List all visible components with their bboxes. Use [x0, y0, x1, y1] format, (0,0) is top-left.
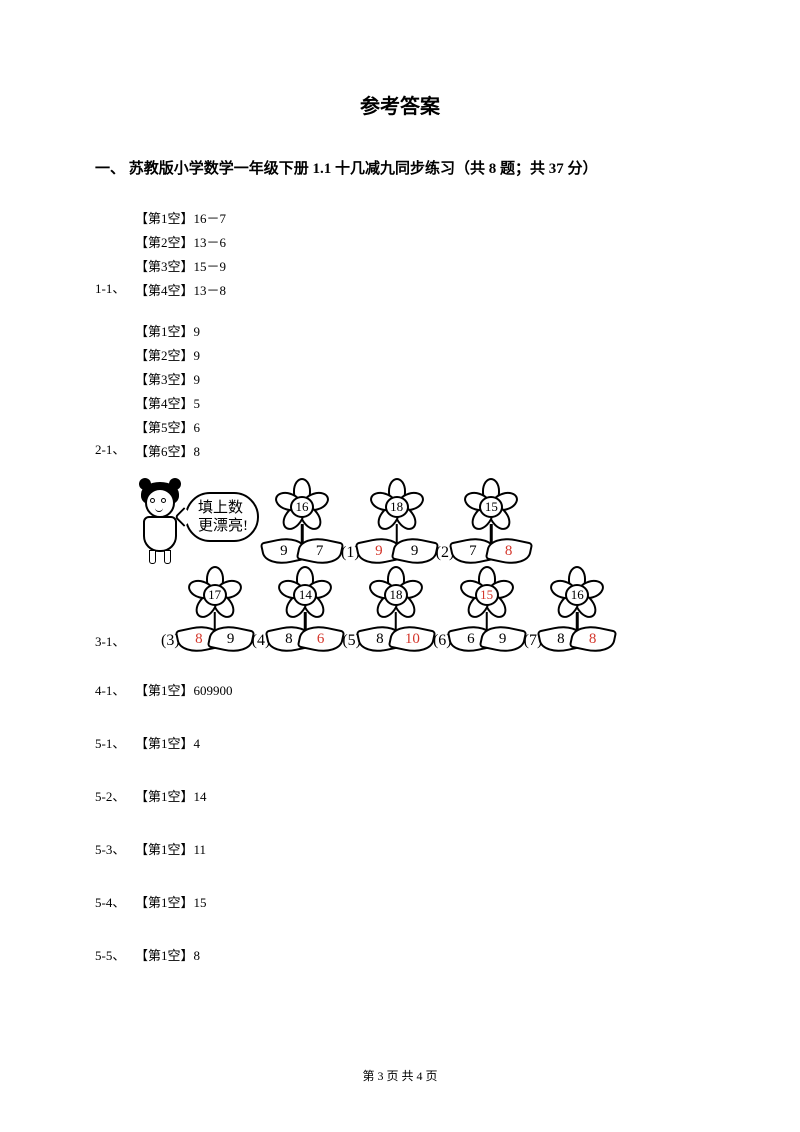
answer-text: 【第1空】4: [135, 733, 200, 752]
flower-unit: (1)1899: [341, 482, 436, 564]
question-number: 1-1、: [95, 278, 135, 299]
bubble-line: 填上数: [198, 499, 248, 517]
answer-line: 【第1空】16－7: [135, 208, 226, 227]
answer-single: 5-4、【第1空】15: [95, 892, 705, 911]
answer-1-1: 1-1、 【第1空】16－7 【第2空】13－6 【第3空】15－9 【第4空】…: [95, 208, 705, 299]
flower-leaf-right-value: 7: [316, 543, 324, 560]
flower-center-value: 15: [479, 496, 503, 518]
answer-single: 4-1、【第1空】609900: [95, 680, 705, 699]
answer-text: 【第1空】8: [135, 945, 200, 964]
answer-single: 5-3、【第1空】11: [95, 839, 705, 858]
page-footer: 第 3 页 共 4 页: [0, 1067, 800, 1084]
question-number: 5-4、: [95, 892, 135, 911]
answer-line: 【第4空】13－8: [135, 280, 226, 299]
flower-center-value: 18: [385, 496, 409, 518]
flower-center-value: 18: [384, 584, 408, 606]
flower-unit: (7)1688: [524, 570, 615, 652]
flower-leaf-left-value: 8: [376, 631, 384, 648]
flower-icon: 1789: [178, 570, 252, 652]
answer-line: 【第2空】9: [135, 345, 200, 364]
flower-leaf-right-value: 9: [411, 543, 419, 560]
question-number: 3-1、: [95, 631, 135, 652]
flower-unit: 1697: [263, 482, 341, 564]
flower-leaf-right-value: 10: [404, 631, 419, 648]
answer-text: 【第1空】15: [135, 892, 207, 911]
question-number: 5-2、: [95, 786, 135, 805]
answer-2-1: 2-1、 【第1空】9 【第2空】9 【第3空】9 【第4空】5 【第5空】6 …: [95, 321, 705, 460]
flower-center-value: 16: [290, 496, 314, 518]
flower-leaf-left-value: 9: [375, 543, 383, 560]
flower-icon: 18 8 10: [359, 570, 433, 652]
answer-single: 5-1、【第1空】4: [95, 733, 705, 752]
answer-text: 【第1空】11: [135, 839, 206, 858]
flower-unit: (4)1486: [252, 570, 343, 652]
flower-center-value: 15: [475, 584, 499, 606]
flower-diagram: 填上数 更漂亮! 1697(1)1899(2)1578 (3)1789(4)14…: [135, 482, 690, 652]
flower-icon: 1569: [450, 570, 524, 652]
answer-single: 5-2、【第1空】14: [95, 786, 705, 805]
answer-single: 5-5、【第1空】8: [95, 945, 705, 964]
answer-line: 【第6空】8: [135, 441, 200, 460]
flower-unit: (2)1578: [436, 482, 531, 564]
answer-text: 【第1空】609900: [135, 680, 233, 699]
answer-line: 【第3空】15－9: [135, 256, 226, 275]
question-number: 5-3、: [95, 839, 135, 858]
flower-leaf-right-value: 9: [499, 631, 507, 648]
flower-icon: 1899: [358, 482, 436, 564]
flower-leaf-left-value: 8: [195, 631, 203, 648]
answer-3-1: 3-1、 填上数 更漂亮! 1697(1)1899(2)1578 (3)178: [95, 482, 705, 652]
question-number: 5-1、: [95, 733, 135, 752]
flower-unit: (3)1789: [161, 570, 252, 652]
flower-unit: (6)1569: [433, 570, 524, 652]
flower-leaf-right-value: 8: [590, 631, 598, 648]
flower-icon: 1697: [263, 482, 341, 564]
question-number: 5-5、: [95, 945, 135, 964]
page-title: 参考答案: [95, 90, 705, 119]
flower-icon: 14 8 6: [268, 570, 342, 652]
flower-leaf-right-value: 9: [227, 631, 235, 648]
flower-leaf-left-value: 6: [467, 631, 475, 648]
flower-icon: 1688: [540, 570, 614, 652]
flower-center-value: 17: [203, 584, 227, 606]
answer-line: 【第1空】9: [135, 321, 200, 340]
flower-unit: (5)18810: [342, 570, 433, 652]
section-heading: 一、 苏教版小学数学一年级下册 1.1 十几减九同步练习（共 8 题；共 37 …: [95, 157, 705, 178]
answer-line: 【第5空】6: [135, 417, 200, 436]
flower-leaf-left-value: 9: [280, 543, 288, 560]
answer-line: 【第3空】9: [135, 369, 200, 388]
bubble-line: 更漂亮!: [198, 517, 248, 535]
flower-center-value: 16: [565, 584, 589, 606]
flower-icon: 1578: [452, 482, 530, 564]
flower-leaf-left-value: 7: [470, 543, 478, 560]
answer-line: 【第4空】5: [135, 393, 200, 412]
speech-bubble: 填上数 更漂亮!: [185, 492, 259, 542]
answer-text: 【第1空】14: [135, 786, 207, 805]
flower-leaf-left-value: 8: [286, 631, 294, 648]
flower-leaf-right-value: 8: [506, 543, 514, 560]
question-number: 2-1、: [95, 439, 135, 460]
flower-leaf-right-value: 6: [318, 631, 326, 648]
flower-leaf-left-value: 8: [558, 631, 566, 648]
question-number: 4-1、: [95, 680, 135, 699]
flower-center-value: 14: [293, 584, 317, 606]
answer-line: 【第2空】13－6: [135, 232, 226, 251]
child-figure-icon: [135, 484, 187, 564]
